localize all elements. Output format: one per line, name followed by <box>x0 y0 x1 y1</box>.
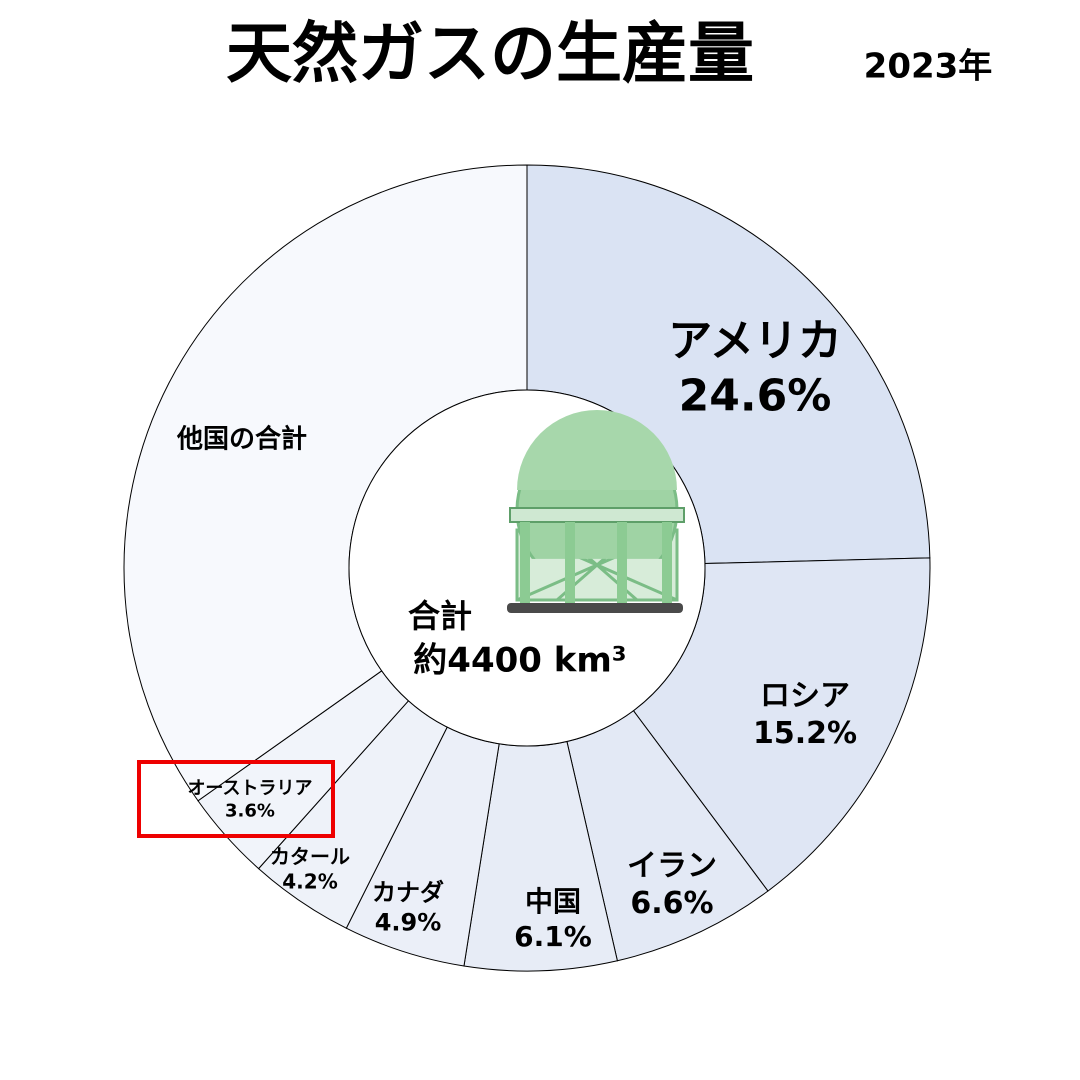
highlight-box <box>137 760 335 838</box>
value-label: 4.2% <box>282 870 337 894</box>
chart-subtitle: 2023年 <box>864 47 993 87</box>
slice-label: 他国の合計 <box>176 424 307 455</box>
value-label: 4.9% <box>375 909 442 937</box>
donut <box>123 164 931 972</box>
value-label: 3.6% <box>225 801 275 822</box>
center-label: 合計 <box>408 597 472 635</box>
slice-label: 中国 <box>525 885 581 918</box>
center-total: 約4400 km³ <box>413 641 626 681</box>
slice-label: カナダ <box>372 879 444 907</box>
value-label: 15.2% <box>753 716 857 751</box>
slice-label: アメリカ <box>668 316 842 367</box>
value-label: 6.6% <box>630 886 713 921</box>
value-label: 24.6% <box>679 371 832 422</box>
slice-label: オーストラリア <box>187 778 312 799</box>
chart-title: 天然ガスの生産量 <box>226 15 754 92</box>
value-label: 6.1% <box>514 920 592 953</box>
gas-tank-icon <box>507 410 685 613</box>
slice-label: イラン <box>627 849 717 884</box>
slice-label: ロシア <box>760 679 850 714</box>
slice-label: カタール <box>270 845 350 869</box>
